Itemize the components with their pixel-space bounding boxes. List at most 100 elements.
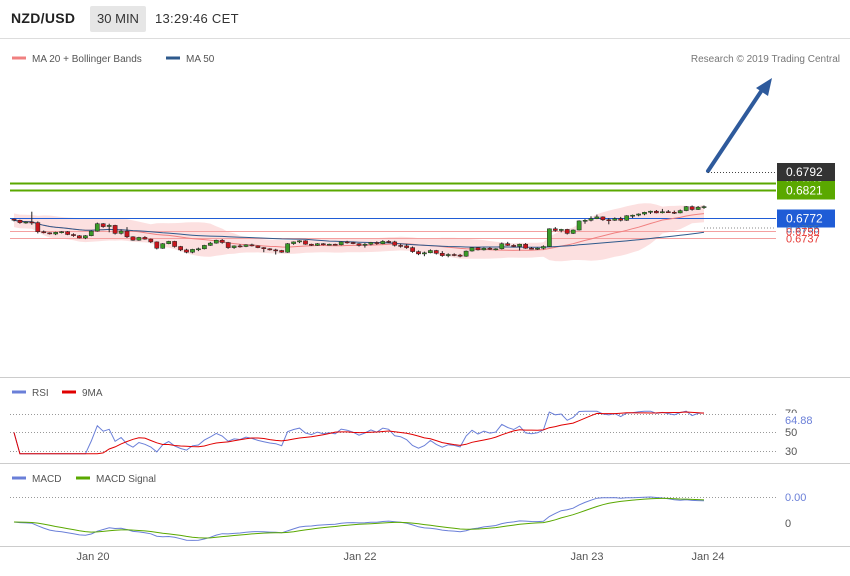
support-label-5: 0.6737 (786, 234, 820, 246)
x-tick-jan20: Jan 20 (76, 551, 109, 563)
candle-body (136, 237, 142, 241)
rsi-line (13, 410, 705, 455)
rsi-tick-30: 30 (785, 446, 797, 458)
candle-body (671, 212, 677, 214)
candle-body (94, 223, 100, 232)
main-legend: MA 20 + Bollinger Bands MA 50 (12, 54, 215, 65)
macd-legend: MACD MACD Signal (12, 474, 156, 485)
candle-body (261, 247, 267, 249)
candle-body (404, 245, 409, 248)
candle-body (326, 243, 332, 246)
copyright-label: Research © 2019 Trading Central (691, 54, 840, 65)
candle-body (47, 232, 53, 235)
candle-body (344, 241, 350, 244)
rsi-legend: RSI 9MA (12, 388, 103, 399)
candle-body (558, 229, 564, 231)
candle-body (368, 242, 374, 245)
candle-body (416, 251, 421, 255)
macd-value-label: 0.00 (785, 492, 806, 504)
ma50-line (13, 219, 705, 248)
candle-body (547, 228, 552, 247)
candle-body (35, 222, 41, 232)
candle-body (249, 244, 255, 247)
candle-body (219, 239, 225, 243)
candle-body (511, 245, 517, 247)
candle-body (207, 242, 213, 246)
candle-body (291, 241, 296, 244)
symbol-label: NZD/USD (11, 10, 76, 26)
macd-signal-legend-label: MACD Signal (96, 474, 156, 485)
candle-body (701, 206, 707, 208)
rsi-ma-legend-label: 9MA (82, 388, 103, 399)
candle-body (517, 243, 522, 247)
candle-body (279, 250, 285, 253)
candle-body (600, 216, 606, 221)
candle-body (309, 243, 314, 246)
pivot-tag (777, 209, 835, 228)
candle-body (689, 206, 695, 210)
candle-body (570, 229, 576, 234)
candle-body (41, 231, 47, 234)
candle-body (362, 243, 368, 246)
candle-body (285, 243, 290, 253)
candle-body (172, 241, 177, 247)
candle-body (148, 238, 154, 243)
candle-body (380, 241, 386, 244)
candle-body (130, 236, 136, 241)
rsi-value-bg (780, 413, 828, 427)
candle-body (445, 254, 451, 256)
candle-body (65, 231, 70, 235)
candle-body (552, 228, 558, 231)
candle-body (493, 248, 499, 251)
bollinger-band-fill (14, 203, 704, 262)
candle-body (398, 245, 404, 247)
candle-body (196, 248, 201, 251)
candle-body (535, 247, 540, 250)
candlesticks (11, 205, 707, 258)
ma50-value-label: 0.6755 (786, 224, 820, 236)
resistance-tag-1 (777, 181, 835, 200)
candle-body (106, 225, 112, 227)
candle-body (451, 254, 457, 256)
candle-body (594, 216, 600, 219)
current-price-tag (777, 163, 835, 181)
candle-body (23, 221, 29, 224)
candle-body (582, 220, 588, 222)
candle-body (154, 241, 160, 249)
chart-header: NZD/USD 30 MIN 13:29:46 CET (0, 0, 850, 38)
timeframe-button[interactable]: 30 MIN (90, 6, 146, 32)
candle-body (255, 245, 261, 248)
candle-body (142, 237, 148, 240)
candle-body (29, 221, 35, 224)
candle-body (529, 247, 534, 250)
rsi-ma-line (13, 411, 705, 455)
candle-body (642, 212, 647, 215)
candle-body (499, 243, 505, 250)
candle-body (630, 214, 635, 217)
candle-body (612, 218, 618, 221)
candle-body (83, 235, 88, 239)
candle-body (178, 246, 183, 251)
candle-body (71, 234, 76, 236)
candle-body (469, 247, 475, 252)
candle-body (11, 218, 17, 221)
timestamp-label: 13:29:46 CET (155, 11, 239, 26)
candle-body (654, 210, 659, 214)
candle-body (422, 252, 427, 255)
candle-body (428, 250, 433, 254)
candle-body (338, 241, 344, 246)
candle-body (202, 245, 207, 250)
candle-body (184, 249, 189, 253)
candle-body (439, 253, 445, 256)
candle-body (53, 232, 59, 235)
candle-body (588, 218, 594, 221)
candle-body (225, 242, 231, 248)
candle-body (267, 248, 273, 251)
candle-body (273, 249, 279, 252)
candle-body (433, 250, 439, 254)
macd-tick-0: 0 (785, 518, 791, 530)
candle-body (481, 247, 487, 251)
candle-body (463, 250, 469, 257)
candle-body (118, 230, 124, 234)
